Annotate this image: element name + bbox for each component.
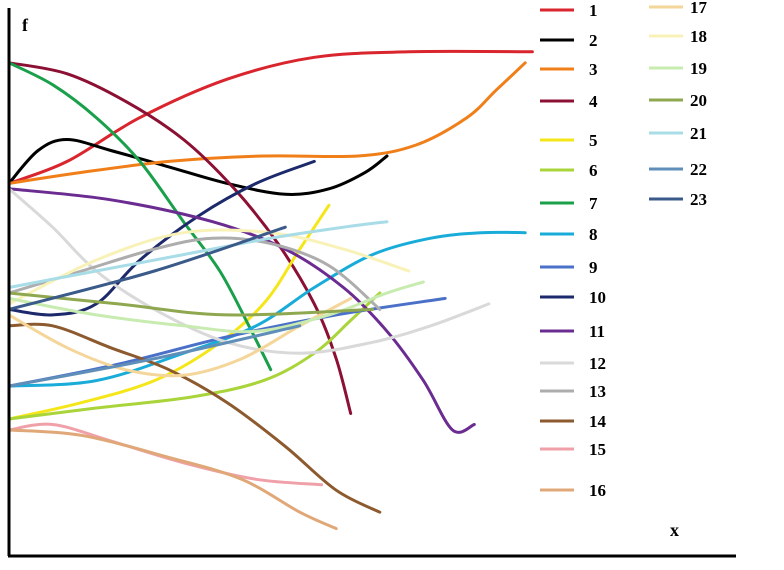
legend-label-13: 13 <box>589 382 606 401</box>
legend-label-22: 22 <box>690 160 707 179</box>
legend-label-18: 18 <box>690 27 707 46</box>
legend-label-3: 3 <box>589 60 598 79</box>
legend-label-12: 12 <box>589 354 606 373</box>
legend-label-4: 4 <box>589 92 598 111</box>
legend-label-6: 6 <box>589 161 598 180</box>
y-axis-label: f <box>22 15 29 35</box>
series-line-6 <box>7 291 382 421</box>
legend-label-10: 10 <box>589 288 606 307</box>
series-line-10 <box>7 159 316 317</box>
series-lines <box>7 49 534 531</box>
series-line-5 <box>7 203 331 421</box>
series-line-2 <box>7 137 389 196</box>
series-line-4 <box>7 61 353 415</box>
legend-label-15: 15 <box>589 440 606 459</box>
legend-label-9: 9 <box>589 258 598 277</box>
series-line-3 <box>7 61 527 185</box>
series-line-19 <box>7 280 425 334</box>
series-line-21 <box>7 220 389 289</box>
series-line-22 <box>7 324 302 388</box>
legend-label-21: 21 <box>690 124 707 143</box>
legend-label-5: 5 <box>589 131 598 150</box>
series-line-23 <box>7 225 287 311</box>
legend-label-8: 8 <box>589 225 598 244</box>
series-line-7 <box>7 61 273 372</box>
series-line-18 <box>7 228 411 306</box>
legend-label-16: 16 <box>589 481 606 500</box>
legend-label-1: 1 <box>589 1 598 20</box>
series-line-13 <box>7 236 382 311</box>
series-line-16 <box>7 428 338 531</box>
series-line-11 <box>7 187 476 434</box>
series-line-14 <box>7 322 382 514</box>
legend-label-23: 23 <box>690 190 707 209</box>
legend-label-20: 20 <box>690 91 707 110</box>
legend-label-17: 17 <box>690 0 708 17</box>
legend-label-11: 11 <box>589 322 605 341</box>
legend-label-19: 19 <box>690 59 707 78</box>
x-axis-label: x <box>670 520 679 540</box>
series-line-8 <box>7 230 527 388</box>
series-line-1 <box>7 49 534 185</box>
legend-label-14: 14 <box>589 412 607 431</box>
legend-label-2: 2 <box>589 31 598 50</box>
legend-label-7: 7 <box>589 194 598 213</box>
series-line-20 <box>7 291 374 317</box>
